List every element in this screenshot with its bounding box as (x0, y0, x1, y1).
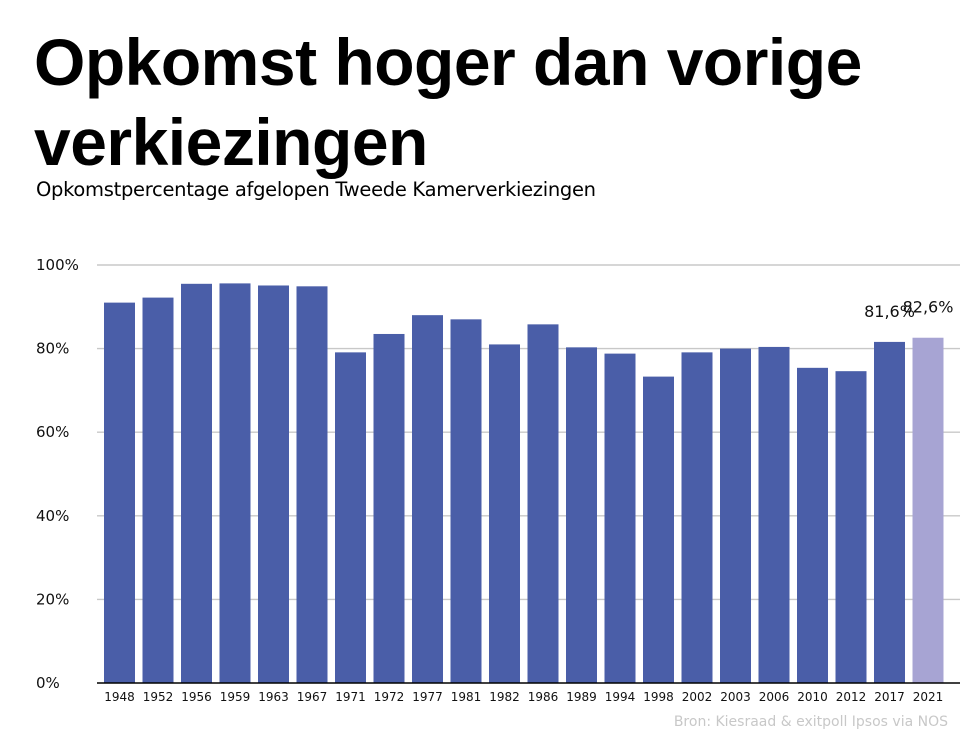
bar-2003 (720, 348, 751, 683)
x-tick-label: 1971 (335, 690, 366, 704)
bar-1998 (643, 376, 674, 683)
x-tick-label: 2003 (720, 690, 751, 704)
y-tick-label: 80% (36, 340, 69, 358)
bar-1982 (489, 344, 520, 683)
chart-subtitle: Opkomstpercentage afgelopen Tweede Kamer… (36, 178, 596, 201)
page-title: Opkomst hoger dan vorige verkiezingen (34, 25, 862, 179)
data-label-2017: 81,6% (864, 302, 915, 321)
x-tick-label: 1967 (297, 690, 328, 704)
x-tick-label: 2010 (797, 690, 828, 704)
bar-1952 (142, 297, 174, 683)
x-tick-label: 1981 (451, 690, 482, 704)
bar-1967 (296, 286, 328, 683)
y-tick-label: 60% (36, 423, 69, 441)
x-tick-label: 1989 (566, 690, 597, 704)
bar-2010 (797, 367, 828, 683)
bar-1948 (104, 302, 135, 683)
bar-1959 (219, 283, 251, 683)
x-tick-label: 1963 (258, 690, 289, 704)
x-tick-label: 1994 (605, 690, 636, 704)
bar-1956 (181, 283, 212, 683)
y-tick-label: 40% (36, 507, 69, 525)
x-tick-label: 1986 (528, 690, 559, 704)
bar-1994 (604, 353, 636, 683)
x-tick-label: 2002 (682, 690, 713, 704)
x-tick-label: 1948 (104, 690, 135, 704)
x-tick-label: 1956 (181, 690, 212, 704)
bar-1971 (335, 352, 366, 683)
x-tick-label: 1952 (143, 690, 174, 704)
source-note: Bron: Kiesraad & exitpoll Ipsos via NOS (673, 714, 948, 730)
bar-2021 (912, 337, 944, 683)
x-tick-label: 2012 (836, 690, 867, 704)
y-tick-label: 20% (36, 590, 69, 608)
bar-1977 (412, 315, 443, 683)
y-tick-label: 0% (36, 674, 60, 692)
x-tick-label: 1972 (374, 690, 405, 704)
x-tick-label: 2021 (913, 690, 944, 704)
x-tick-label: 1977 (412, 690, 443, 704)
y-tick-label: 100% (36, 256, 79, 274)
x-tick-label: 1998 (643, 690, 674, 704)
data-label-2021: 82,6% (903, 298, 954, 317)
bar-1986 (527, 324, 559, 683)
bar-1981 (450, 319, 482, 683)
bar-2012 (835, 371, 867, 683)
bar-1963 (258, 285, 289, 683)
bar-1989 (566, 347, 597, 683)
bar-1972 (373, 333, 405, 683)
bar-2017 (874, 341, 905, 683)
x-tick-label: 1982 (489, 690, 520, 704)
x-tick-label: 2017 (874, 690, 905, 704)
x-tick-label: 1959 (220, 690, 251, 704)
bar-2002 (681, 352, 713, 683)
x-tick-label: 2006 (759, 690, 790, 704)
bar-2006 (758, 346, 790, 683)
